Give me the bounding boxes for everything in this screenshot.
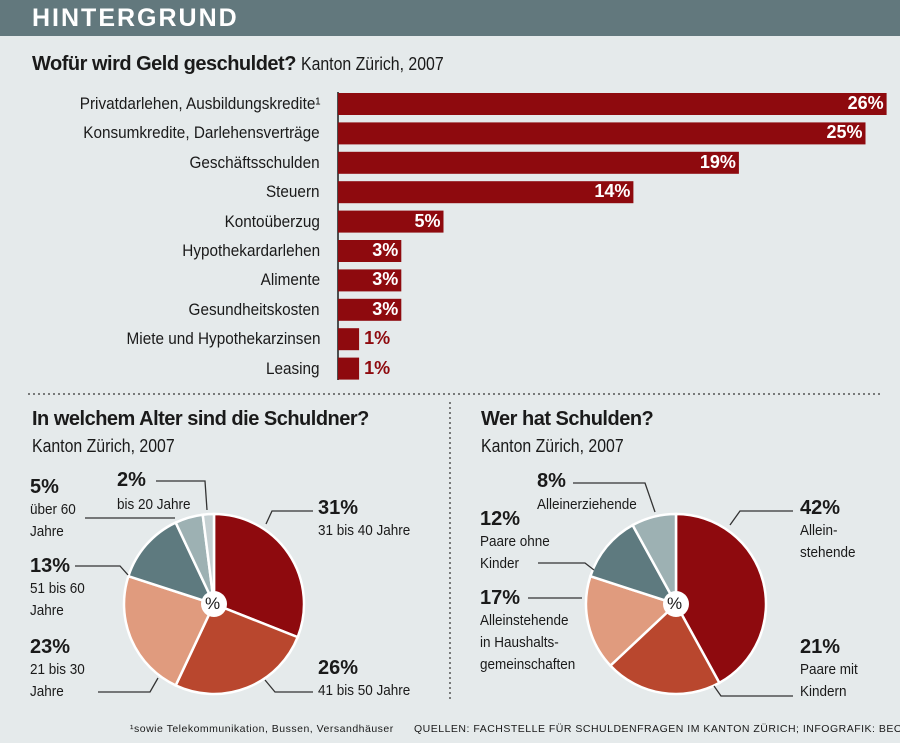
- pie-slice: [174, 602, 300, 696]
- header-label: HINTERGRUND: [32, 4, 239, 32]
- bar-value-label: 5%: [414, 210, 441, 231]
- bar-value-label: 3%: [372, 240, 399, 260]
- bar-subtitle: Kanton Zürich, 2007: [301, 54, 445, 74]
- pie-slice-label: Paare ohne Kinder: [480, 533, 550, 572]
- pie-slice-value: 12%: [480, 508, 521, 530]
- pie-slice-label: Alleinstehende in Haushalts- gemeinschaf…: [480, 612, 576, 673]
- pie1-center-label: %: [205, 594, 221, 613]
- pie2-title-text: Wer hat Schulden?: [481, 408, 654, 430]
- leader-line: [265, 510, 313, 525]
- pie-slice: [126, 520, 217, 607]
- bar: [338, 269, 402, 292]
- pie-slice-value: 5%: [30, 476, 59, 498]
- pie-slice: [584, 574, 679, 668]
- pie-slice-label: Paare mit Kindern: [800, 661, 858, 700]
- pie-slice-label: Allein- stehende: [800, 522, 856, 561]
- leader-line: [729, 510, 793, 526]
- bar-category-label: Gesundheitskosten: [189, 299, 320, 319]
- bar-category-label: Steuern: [266, 182, 320, 202]
- bar-category-label: Geschäftsschulden: [189, 152, 320, 172]
- pie-slice-value: 21%: [800, 636, 841, 658]
- pie-slice: [212, 512, 306, 639]
- bar-value-label: 25%: [826, 122, 863, 143]
- pie-slice-label: 51 bis 60 Jahre: [30, 580, 85, 619]
- pie-slice-value: 8%: [537, 470, 566, 492]
- source-credit: QUELLEN: FACHSTELLE FÜR SCHULDENFRAGEN I…: [414, 723, 900, 735]
- bar-category-label: Kontoüberzug: [224, 211, 320, 231]
- pie-slice-label: 31 bis 40 Jahre: [318, 522, 411, 539]
- pie-slice-label: 21 bis 30 Jahre: [30, 661, 85, 700]
- leader-line: [538, 562, 595, 571]
- pie2-center-label: %: [667, 594, 683, 613]
- pie-center-badge: [663, 591, 689, 617]
- pie-slice-value: 17%: [480, 587, 521, 609]
- leader-line: [156, 480, 208, 511]
- bar-category-label: Privatdarlehen, Ausbildungskredite¹: [79, 94, 320, 113]
- pie2-subtitle: Kanton Zürich, 2007: [481, 436, 624, 456]
- pie-slice: [630, 512, 678, 605]
- bar-value-label: 3%: [372, 269, 399, 290]
- bar-value-label: 1%: [364, 357, 391, 378]
- leader-line: [264, 679, 313, 693]
- pie-slice-value: 23%: [30, 636, 71, 658]
- pie-slice-label: Alleinerziehende: [537, 496, 637, 513]
- pie-slice-value: 2%: [117, 469, 146, 491]
- bar-value-label: 3%: [372, 298, 399, 319]
- pie-slice: [674, 512, 768, 685]
- bar: [338, 357, 360, 380]
- pie1-title: In welchem Alter sind die Schuldner?: [32, 408, 369, 431]
- header-bar: HINTERGRUND: [0, 0, 900, 36]
- leader-lines: [75, 480, 793, 697]
- pie-slice-value: 26%: [318, 657, 359, 679]
- pie-slice: [201, 512, 216, 605]
- bar-value-label: 1%: [364, 328, 391, 349]
- pie-slice-label: 41 bis 50 Jahre: [318, 682, 411, 699]
- leader-line: [98, 677, 159, 693]
- pie-center-badge: [201, 591, 227, 617]
- bar-category-label: Leasing: [266, 358, 320, 378]
- bar: [338, 122, 866, 145]
- bar-category-label: Konsumkredite, Darlehensverträge: [83, 123, 320, 143]
- leader-line: [75, 565, 129, 576]
- bar: [338, 151, 739, 174]
- pie-slice: [588, 523, 679, 607]
- bar: [338, 240, 402, 262]
- bar: [338, 210, 444, 233]
- bar-value-label: 14%: [594, 181, 631, 202]
- pie-slice-value: 13%: [30, 555, 71, 577]
- bar: [338, 93, 887, 115]
- leader-line: [573, 482, 656, 513]
- pie1-title-text: In welchem Alter sind die Schuldner?: [32, 408, 369, 430]
- pie1-subtitle: Kanton Zürich, 2007: [32, 436, 175, 456]
- pie-slice-label: bis 20 Jahre: [117, 496, 191, 513]
- pie-slice: [122, 574, 216, 688]
- bar-chart-title: Wofür wird Geld geschuldet? Kanton Züric…: [32, 53, 464, 76]
- bar-title: Wofür wird Geld geschuldet?: [32, 53, 296, 75]
- bar-value-label: 19%: [699, 151, 736, 172]
- bar-category-label: Alimente: [260, 270, 320, 290]
- pie2-title: Wer hat Schulden?: [481, 408, 654, 431]
- bar: [338, 298, 402, 321]
- bar: [338, 328, 360, 351]
- pie-slice-label: über 60 Jahre: [30, 501, 76, 540]
- pie-slice: [608, 601, 722, 696]
- bar-category-label: Hypothekardarlehen: [182, 241, 320, 260]
- bar: [338, 181, 634, 204]
- pie-slice-value: 31%: [318, 497, 359, 519]
- leader-line: [713, 685, 793, 697]
- pie-slice-value: 42%: [800, 497, 841, 519]
- bar-value-label: 26%: [847, 93, 884, 113]
- footnote: ¹sowie Telekommunikation, Bussen, Versan…: [130, 723, 394, 735]
- bar-category-label: Miete und Hypothekarzinsen: [126, 329, 320, 349]
